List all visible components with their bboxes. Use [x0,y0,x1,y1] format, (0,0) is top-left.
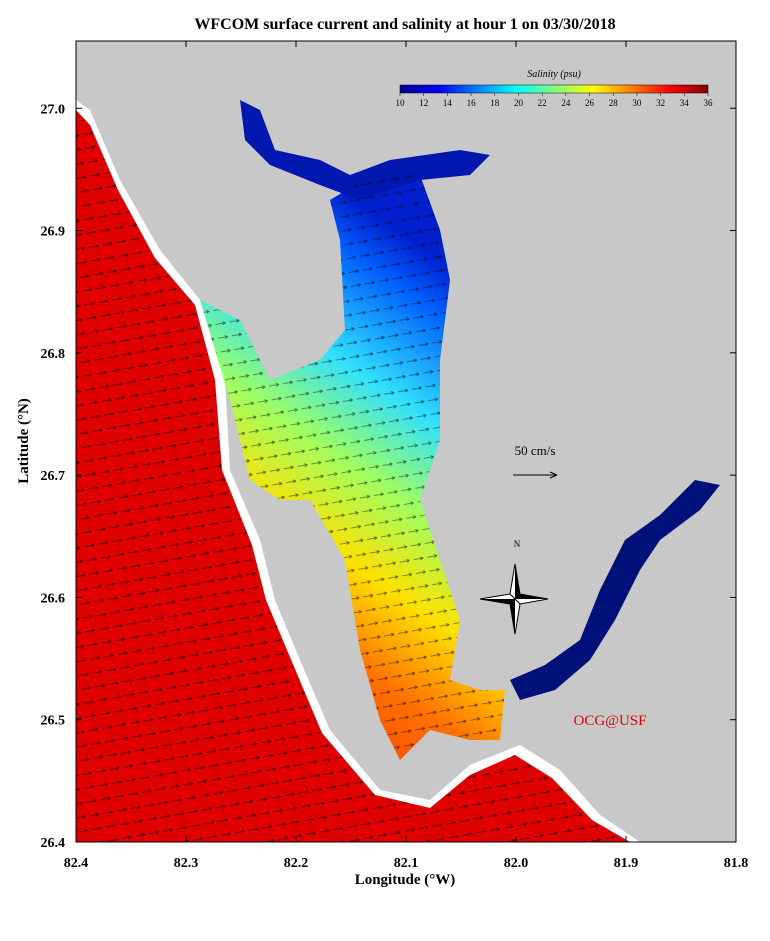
scale-arrowhead [549,471,558,479]
current-vectors [76,110,630,842]
x-tick-label: 82.4 [64,856,89,871]
colorbar-tick-label: 12 [419,98,428,108]
y-tick-label: 27.0 [41,102,66,117]
colorbar-tick-label: 28 [609,98,619,108]
y-tick-label: 26.5 [41,714,66,729]
x-axis-label: Longitude (°W) [355,872,456,888]
x-tick-label: 82.0 [504,856,529,871]
x-tick-label: 82.3 [174,856,199,871]
colorbar-tick-label: 14 [443,98,453,108]
colorbar-tick-label: 20 [514,98,524,108]
colorbar-tick-label: 16 [467,98,477,108]
colorbar-tick-label: 24 [561,98,571,108]
x-tick-label: 81.9 [614,856,639,871]
y-tick-label: 26.7 [41,469,66,484]
compass: N [479,539,549,635]
y-tick-label: 26.4 [41,836,66,851]
caloosahatchee-river [510,480,720,700]
colorbar-tick-label: 26 [585,98,595,108]
colorbar-tick-label: 10 [396,98,406,108]
y-tick-label: 26.8 [41,347,66,362]
peace-river [240,100,490,200]
colorbar-tick-label: 18 [490,98,500,108]
harbor-vectors [200,170,505,760]
colorbar [399,84,709,94]
colorbar-tick-label: 22 [538,98,547,108]
x-tick-label: 82.2 [284,856,309,871]
x-tick-label: 82.1 [394,856,419,871]
colorbar-tick-label: 34 [680,98,690,108]
colorbar-tick-label: 32 [656,98,665,108]
y-tick-label: 26.9 [41,225,66,240]
compass-shade [480,564,548,634]
credit: OCG@USF [573,713,646,729]
y-axis-label: Latitude (°N) [16,398,32,484]
y-tick-label: 26.6 [41,591,66,606]
scale-label: 50 cm/s [515,443,556,458]
colorbar-tick-label: 36 [704,98,714,108]
compass-label: N [514,539,521,549]
x-tick-label: 81.8 [724,856,749,871]
colorbar-tick-label: 30 [632,98,642,108]
title: WFCOM surface current and salinity at ho… [194,16,615,33]
colorbar-title: Salinity (psu) [527,69,581,80]
